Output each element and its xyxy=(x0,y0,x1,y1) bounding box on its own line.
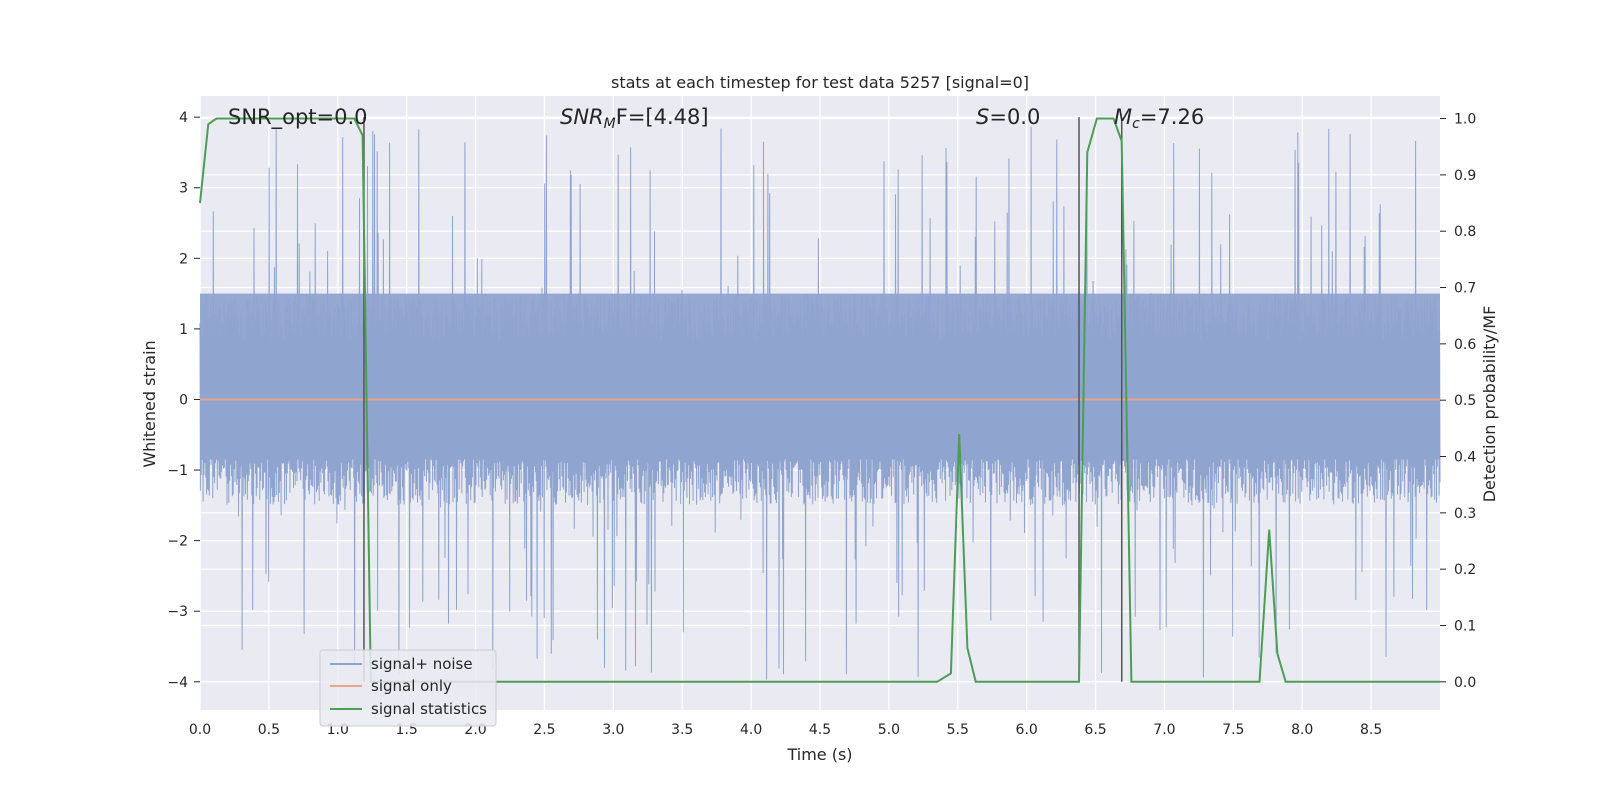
x-tick-label: 7.5 xyxy=(1222,722,1244,738)
annotation-mc-tail: =7.26 xyxy=(1140,105,1204,129)
x-tick-label: 0.5 xyxy=(258,722,280,738)
annotation-snr-mf: SNRMF=[4.48] xyxy=(560,105,709,132)
y-right-tick-label: 0.8 xyxy=(1454,224,1476,240)
x-tick-label: 3.5 xyxy=(671,722,693,738)
annotation-snr-mf-tail: F=[4.48] xyxy=(616,105,709,129)
y-left-tick-label: −1 xyxy=(167,463,188,479)
y-right-tick-label: 0.3 xyxy=(1454,506,1476,522)
chart-title: stats at each timestep for test data 525… xyxy=(611,73,1029,92)
y-right-tick-label: 0.4 xyxy=(1454,450,1476,466)
y-right-tick-label: 0.2 xyxy=(1454,562,1476,578)
annotation-snr-mf-sub: M xyxy=(604,116,616,132)
x-axis-label: Time (s) xyxy=(786,745,852,764)
x-tick-label: 8.5 xyxy=(1360,722,1382,738)
annotation-mc-label: M xyxy=(1114,105,1132,129)
y-right-tick-label: 0.6 xyxy=(1454,337,1476,353)
y-left-tick-label: 0 xyxy=(179,392,188,408)
x-tick-label: 4.0 xyxy=(740,722,762,738)
signal-statistics-line xyxy=(199,117,1440,683)
x-tick-label: 2.5 xyxy=(533,722,555,738)
x-tick-label: 6.0 xyxy=(1016,722,1038,738)
x-tick-label: 3.0 xyxy=(602,722,624,738)
signal-statistics-series xyxy=(199,117,1440,683)
annotation-s-label: S xyxy=(976,105,989,129)
y-right-tick-label: 0.7 xyxy=(1454,281,1476,297)
y-left-tick-label: −4 xyxy=(167,675,188,691)
legend-label-noise: signal+ noise xyxy=(371,655,473,673)
annotation-mc: Mc=7.26 xyxy=(1114,105,1204,132)
annotation-s: S=0.0 xyxy=(976,105,1040,129)
y-axis-left-label: Whitened strain xyxy=(140,340,159,467)
legend-label-signal-only: signal only xyxy=(371,677,452,695)
y-left-tick-label: 3 xyxy=(179,181,188,197)
x-tick-label: 7.0 xyxy=(1153,722,1175,738)
annotation-snr-opt: SNR_opt=0.0 xyxy=(228,105,368,130)
y-right-tick-label: 0.5 xyxy=(1454,393,1476,409)
y-right-tick-labels: 1.0 0.9 0.8 0.7 0.6 0.5 0.4 0.3 0.2 0.1 0.0 xyxy=(1440,112,1476,691)
x-tick-label: 0.0 xyxy=(189,722,211,738)
y-right-tick-label: 1.0 xyxy=(1454,112,1476,128)
y-right-tick-label: 0.9 xyxy=(1454,168,1476,184)
y-left-tick-label: −3 xyxy=(167,604,188,620)
x-tick-label: 5.5 xyxy=(947,722,969,738)
legend-label-statistics: signal statistics xyxy=(371,700,487,718)
x-tick-label: 6.5 xyxy=(1084,722,1106,738)
signal-noise-line xyxy=(199,126,1441,680)
annotation-s-tail: =0.0 xyxy=(989,105,1040,129)
signal-noise-series xyxy=(199,126,1441,680)
y-left-tick-label: 2 xyxy=(179,251,188,267)
legend-box xyxy=(319,649,497,727)
annotation-snr-mf-label: SNR xyxy=(560,105,604,129)
y-left-tick-label: −2 xyxy=(167,534,188,550)
x-tick-label: 8.0 xyxy=(1291,722,1313,738)
y-axis-right-label: Detection probability/MF xyxy=(1480,306,1499,503)
y-right-tick-label: 0.0 xyxy=(1454,675,1476,691)
y-left-tick-labels: 4 3 2 1 0 −1 −2 −3 −4 xyxy=(167,110,200,691)
legend: signal+ noise signal only signal statist… xyxy=(319,649,497,727)
annotation-mc-sub: c xyxy=(1132,116,1140,132)
y-left-tick-label: 4 xyxy=(179,110,188,126)
x-tick-label: 4.5 xyxy=(809,722,831,738)
y-left-tick-label: 1 xyxy=(179,322,188,338)
y-right-tick-label: 0.1 xyxy=(1454,619,1476,635)
x-tick-label: 5.0 xyxy=(878,722,900,738)
